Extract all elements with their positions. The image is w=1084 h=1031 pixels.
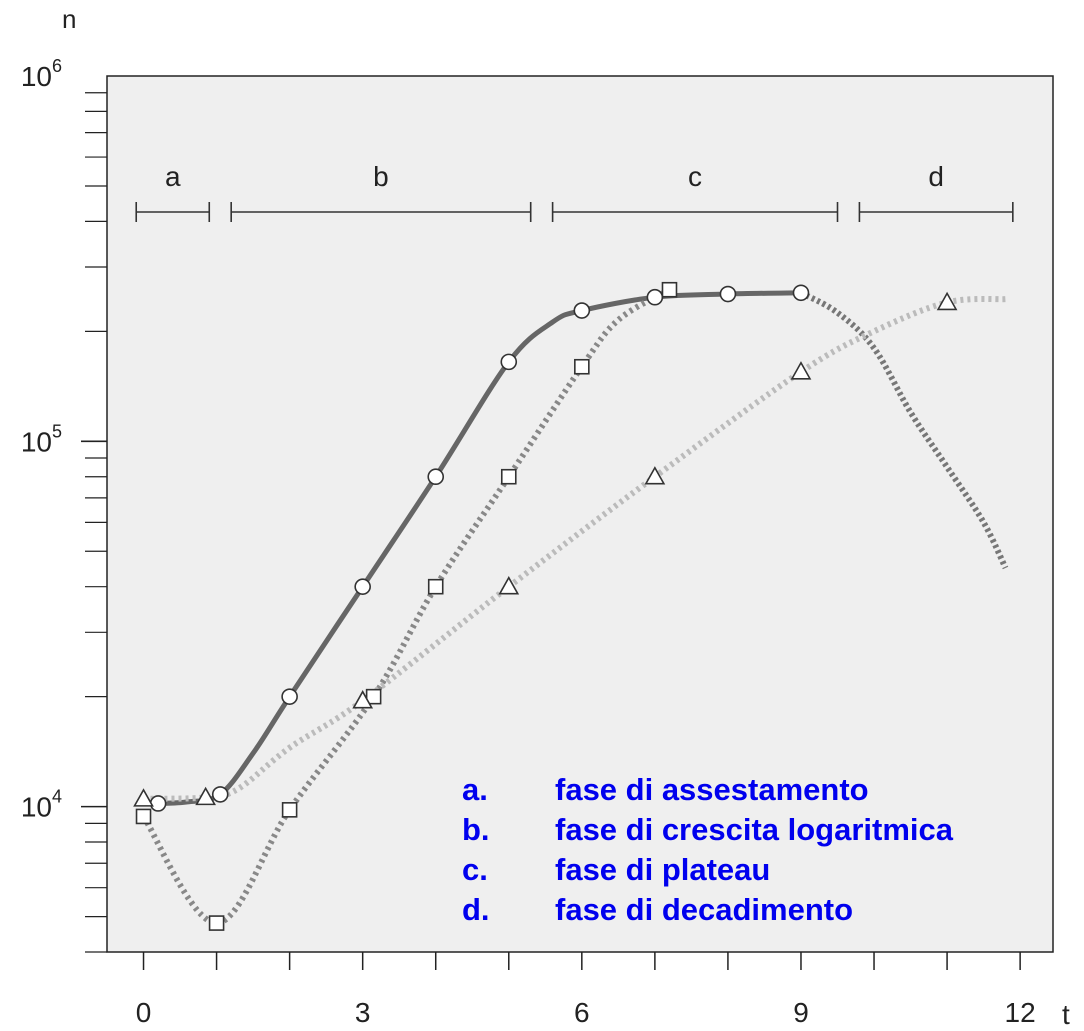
y-tick-label-exponent: 4 <box>52 787 62 807</box>
data-point-triangle <box>498 576 520 595</box>
series-line-square <box>140 287 672 927</box>
legend-text-d: fase di decadimento <box>555 892 853 927</box>
y-tick-label-base: 10 <box>21 426 52 457</box>
data-point-circle <box>792 284 810 302</box>
data-point-square <box>208 915 225 931</box>
data-point-triangle <box>195 786 216 806</box>
legend-key-c: c. <box>462 852 488 887</box>
data-point-circle <box>646 288 664 306</box>
data-point-triangle <box>133 788 154 807</box>
y-axis-title: n <box>62 4 76 34</box>
data-point-circle <box>500 353 518 371</box>
data-point-triangle <box>352 690 374 709</box>
data-point-circle <box>354 578 371 595</box>
data-point-square <box>135 808 152 825</box>
phase-label-a: a <box>165 161 181 192</box>
data-point-triangle <box>936 291 958 311</box>
data-point-circle <box>281 688 298 705</box>
phase-label-b: b <box>373 161 389 192</box>
legend-text-a: fase di assestamento <box>555 772 869 807</box>
data-point-triangle <box>790 361 812 380</box>
legend-key-b: b. <box>462 812 490 847</box>
data-point-square <box>574 358 590 375</box>
y-tick-label: 105 <box>21 421 62 457</box>
legend-key-a: a. <box>462 772 488 807</box>
data-point-square <box>365 688 382 705</box>
data-point-circle <box>427 468 445 486</box>
data-point-square <box>427 578 444 595</box>
legend: a. fase di assestamento b. fase di crescita… <box>462 772 954 927</box>
data-point-square <box>500 468 517 485</box>
legend-text-c: fase di plateau <box>555 852 770 887</box>
phase-label-d: d <box>928 161 944 192</box>
y-tick-label: 104 <box>21 787 62 823</box>
data-point-square <box>661 281 678 298</box>
y-tick-label-base: 10 <box>21 792 52 823</box>
x-tick-label: 9 <box>793 997 809 1028</box>
phase-bars: a b c d <box>135 161 1014 222</box>
data-point-square <box>281 802 298 818</box>
data-point-circle <box>149 795 167 812</box>
data-point-circle <box>573 302 591 319</box>
phase-label-c: c <box>688 161 702 192</box>
plot-area <box>106 75 1054 953</box>
legend-key-d: d. <box>462 892 490 927</box>
x-tick-label: 3 <box>355 997 371 1028</box>
x-tick-label: 0 <box>136 997 152 1028</box>
y-tick-label-exponent: 5 <box>52 421 62 441</box>
y-tick-label: 106 <box>21 56 62 92</box>
x-axis-title: t <box>1062 999 1070 1030</box>
data-point-circle <box>719 285 737 303</box>
x-tick-label: 12 <box>1005 997 1036 1028</box>
data-point-circle <box>211 786 229 803</box>
legend-text-b: fase di crescita logaritmica <box>555 812 954 847</box>
data-point-triangle <box>644 466 666 485</box>
x-tick-label: 6 <box>574 997 590 1028</box>
y-tick-label-base: 10 <box>21 61 52 92</box>
series-markers <box>133 281 958 931</box>
y-tick-label-exponent: 6 <box>52 56 62 76</box>
